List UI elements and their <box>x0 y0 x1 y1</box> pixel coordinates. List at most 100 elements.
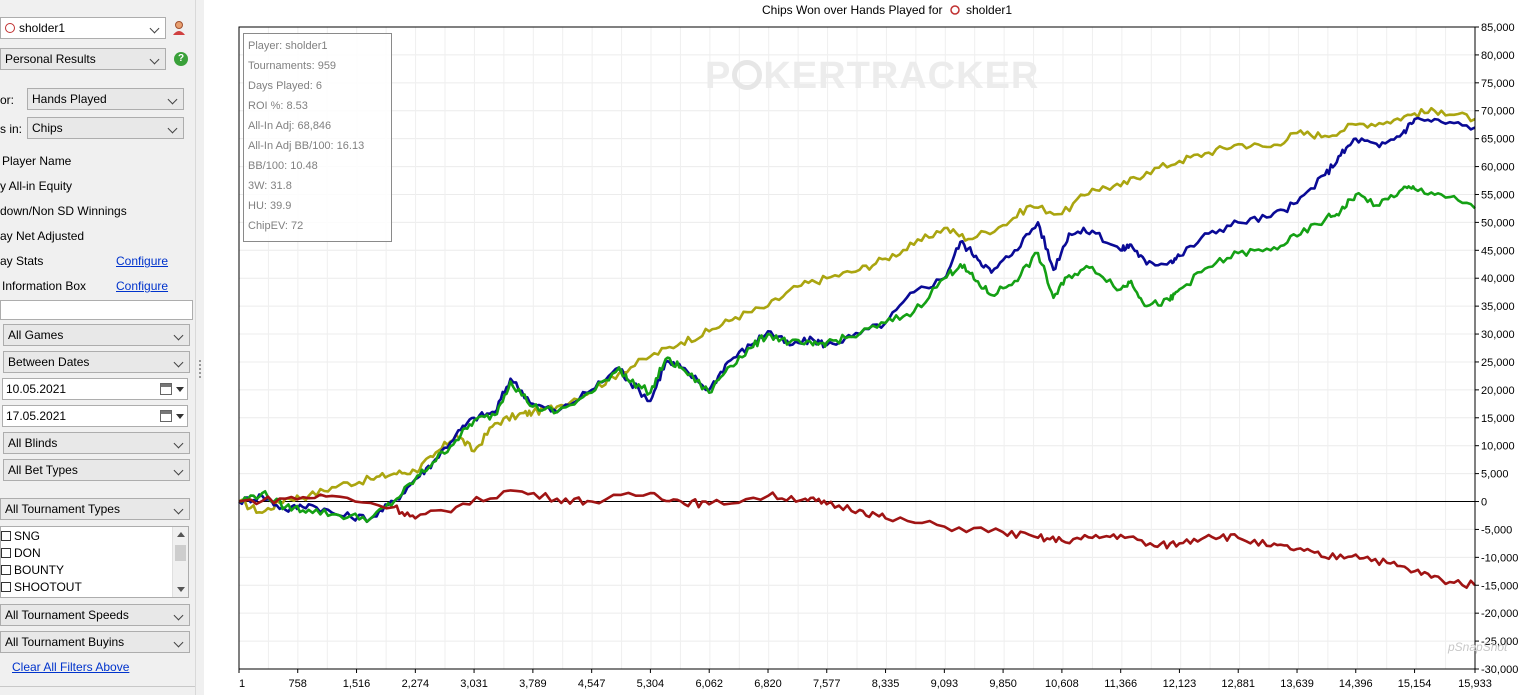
option-player-name[interactable]: Player Name <box>2 154 72 168</box>
chart-title-text: Chips Won over Hands Played for <box>762 3 943 17</box>
dropdown-arrow-icon[interactable] <box>176 387 184 392</box>
splitter-grip[interactable] <box>199 360 201 378</box>
scroll-thumb[interactable] <box>175 545 186 561</box>
checkbox[interactable] <box>1 547 11 558</box>
date-mode-filter[interactable]: Between Dates <box>3 351 190 373</box>
y-tick-label: 75,000 <box>1481 78 1515 90</box>
x-tick-label: 2,274 <box>402 678 430 690</box>
y-tick-label: -10,000 <box>1481 552 1518 564</box>
games-filter[interactable]: All Games <box>3 324 190 346</box>
y-tick-label: 0 <box>1481 497 1487 509</box>
stat-line: BB/100: 10.48 <box>248 160 318 172</box>
y-tick-label: 35,000 <box>1481 301 1515 313</box>
checkbox[interactable] <box>1 530 11 541</box>
y-tick-label: 45,000 <box>1481 245 1515 257</box>
dropdown-arrow-icon[interactable] <box>176 414 184 419</box>
panel-splitter[interactable] <box>195 0 204 695</box>
x-tick-label: 6,820 <box>754 678 782 690</box>
watermark-text: P <box>705 55 732 97</box>
y-tick-label: 15,000 <box>1481 413 1515 425</box>
y-tick-label: 25,000 <box>1481 357 1515 369</box>
chart-grid <box>238 26 1476 670</box>
stat-line: 3W: 31.8 <box>248 180 292 192</box>
date-to-value: 17.05.2021 <box>6 409 67 423</box>
stat-line: Tournaments: 959 <box>248 60 337 72</box>
y-axis-ticks: 85,000 80,000 75,000 70,000 65,000 60,000 55,0… <box>1475 22 1518 676</box>
list-item[interactable]: BOUNTY <box>1 561 188 578</box>
y-tick-label: -15,000 <box>1481 580 1518 592</box>
y-tick-label: -20,000 <box>1481 608 1518 620</box>
series-line-3 <box>238 489 1476 590</box>
tournament-speeds-filter[interactable]: All Tournament Speeds <box>0 604 190 626</box>
player-icon <box>950 5 960 15</box>
stat-line: Days Played: 6 <box>248 80 322 92</box>
stat-line: ROI %: 8.53 <box>248 100 308 112</box>
option-sd-winnings[interactable]: down/Non SD Winnings <box>0 204 127 218</box>
clear-filters-link[interactable]: Clear All Filters Above <box>12 660 130 674</box>
chart-series <box>238 106 1476 590</box>
date-from-value: 10.05.2021 <box>6 382 67 396</box>
date-from-field[interactable]: 10.05.2021 <box>2 378 188 400</box>
filter-header-box <box>0 300 193 320</box>
tournament-types-value: All Tournament Types <box>5 502 120 516</box>
x-tick-label: 5,304 <box>637 678 665 690</box>
information-box: Player: sholder1 Tournaments: 959 Days P… <box>243 33 392 242</box>
tournament-buyins-filter[interactable]: All Tournament Buyins <box>0 631 190 653</box>
x-axis-label: or: <box>0 93 15 107</box>
y-tick-label: 10,000 <box>1481 441 1515 453</box>
chart-title-player: sholder1 <box>966 3 1012 17</box>
player-select-value: sholder1 <box>19 21 66 35</box>
configure-info-box-link[interactable]: Configure <box>116 279 169 293</box>
x-tick-label: 1,516 <box>343 678 371 690</box>
sidebar-bottom-divider <box>0 686 195 687</box>
x-axis-select[interactable]: Hands Played <box>27 88 184 110</box>
option-all-in-equity[interactable]: y All-in Equity <box>0 179 73 193</box>
x-tick-label: 6,062 <box>695 678 723 690</box>
option-display-stats[interactable]: ay Stats <box>0 254 44 268</box>
poker-chip-icon <box>732 60 763 90</box>
calendar-icon[interactable] <box>160 410 172 422</box>
y-tick-label: 60,000 <box>1481 162 1515 174</box>
y-tick-label: 30,000 <box>1481 329 1515 341</box>
stat-line: All-In Adj: 68,846 <box>248 120 332 132</box>
x-tick-label: 758 <box>289 678 307 690</box>
checkbox[interactable] <box>1 581 11 592</box>
x-tick-label: 9,850 <box>989 678 1017 690</box>
blinds-filter[interactable]: All Blinds <box>3 432 190 454</box>
y-tick-label: -30,000 <box>1481 664 1518 676</box>
tournament-types-filter[interactable]: All Tournament Types <box>0 498 190 520</box>
series-line-2 <box>238 185 1476 524</box>
units-value: Chips <box>32 121 63 135</box>
units-select[interactable]: Chips <box>27 117 184 139</box>
calendar-icon[interactable] <box>160 383 172 395</box>
snapshot-watermark: pSnapShot <box>1448 640 1508 654</box>
configure-stats-link[interactable]: Configure <box>116 254 169 268</box>
tournament-type-list[interactable]: SNG DON BOUNTY SHOOTOUT <box>0 526 189 598</box>
player-select[interactable]: sholder1 <box>0 17 166 39</box>
y-tick-label: 50,000 <box>1481 217 1515 229</box>
list-scrollbar[interactable] <box>172 527 188 597</box>
option-net-adjusted[interactable]: ay Net Adjusted <box>0 229 85 243</box>
bet-types-filter[interactable]: All Bet Types <box>3 459 190 481</box>
checkbox[interactable] <box>1 564 11 575</box>
help-icon[interactable]: ? <box>174 52 188 66</box>
report-select[interactable]: Personal Results <box>0 48 166 70</box>
list-item[interactable]: SHOOTOUT <box>1 578 188 595</box>
option-information-box[interactable]: Information Box <box>2 279 87 293</box>
list-item[interactable]: SNG <box>1 527 188 544</box>
filter-sidebar: sholder1 Personal Results ? or: Hands Pl… <box>0 0 195 695</box>
user-icon[interactable] <box>172 20 186 36</box>
x-tick-label: 13,639 <box>1280 678 1314 690</box>
list-item[interactable]: DON <box>1 544 188 561</box>
x-tick-label: 4,547 <box>578 678 606 690</box>
y-tick-label: 20,000 <box>1481 385 1515 397</box>
date-mode-value: Between Dates <box>8 355 90 369</box>
date-to-field[interactable]: 17.05.2021 <box>2 405 188 427</box>
x-tick-label: 12,881 <box>1221 678 1255 690</box>
stat-line: Player: sholder1 <box>248 40 328 52</box>
watermark-text: KERTRACKER <box>763 55 1040 97</box>
tournament-buyins-value: All Tournament Buyins <box>5 635 125 649</box>
scroll-down-icon[interactable] <box>177 587 185 592</box>
plot-frame <box>238 26 1476 670</box>
scroll-up-icon[interactable] <box>177 532 185 537</box>
